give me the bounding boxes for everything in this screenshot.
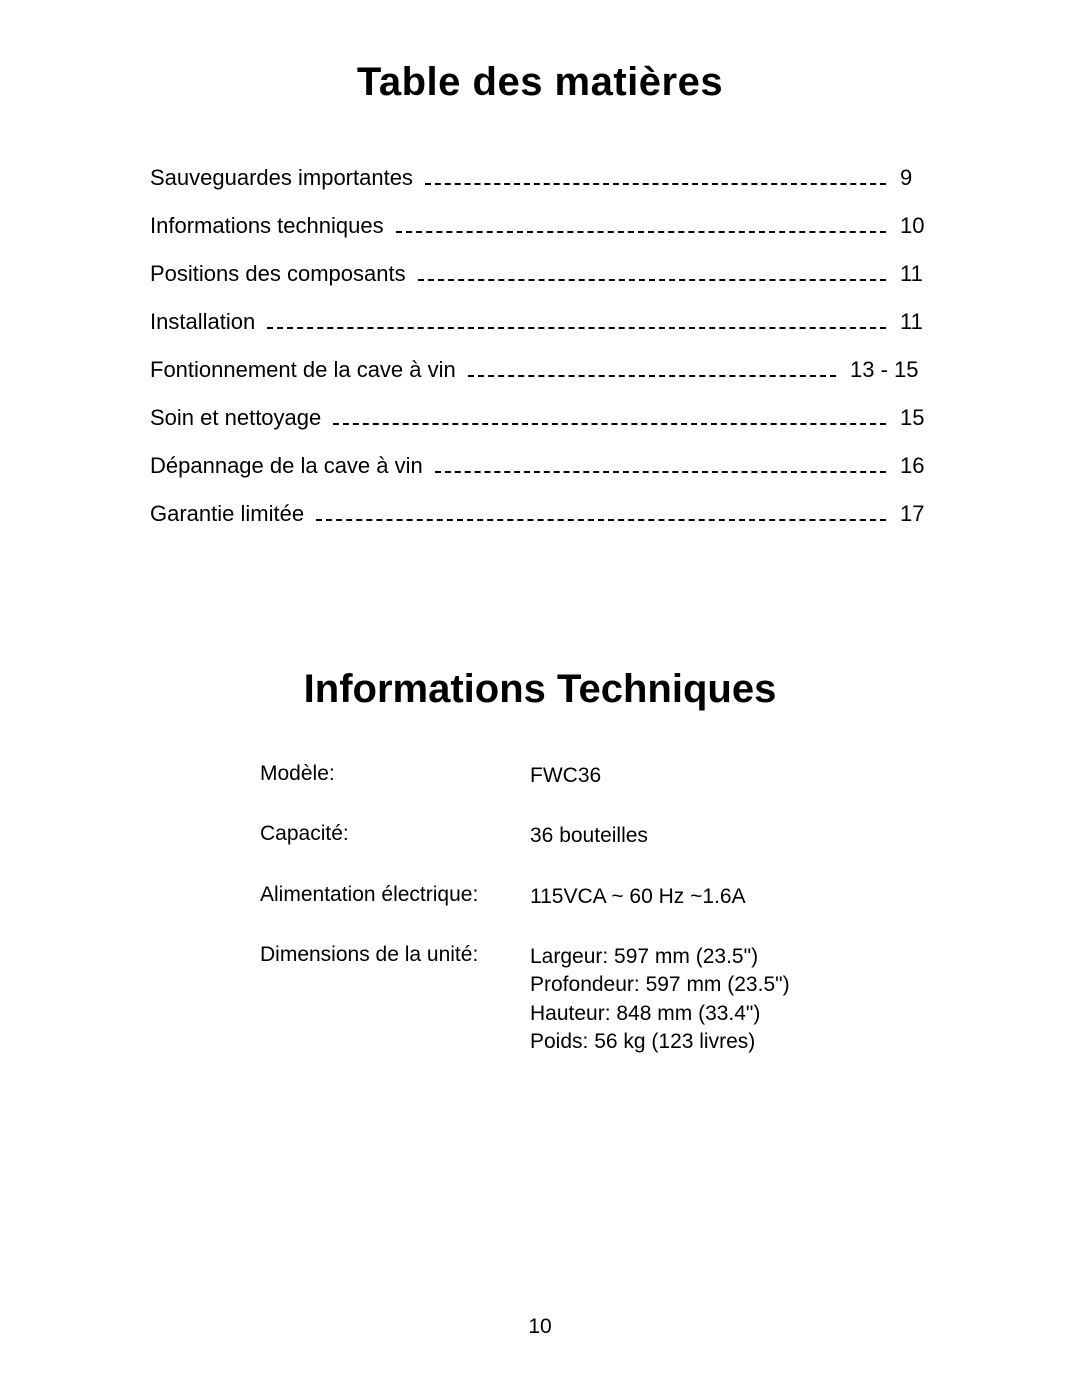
toc-entry: Garantie limitée 17 bbox=[150, 501, 930, 527]
spec-label: Alimentation électrique: bbox=[260, 883, 530, 911]
toc-leader bbox=[267, 327, 886, 329]
spec-row: Alimentation électrique: 115VCA ~ 60 Hz … bbox=[260, 883, 930, 911]
spec-value: 36 bouteilles bbox=[530, 822, 930, 850]
spec-row: Modèle: FWC36 bbox=[260, 762, 930, 790]
toc-entry-page: 9 bbox=[890, 165, 930, 191]
toc-entry-page: 17 bbox=[890, 501, 930, 527]
toc-leader bbox=[396, 231, 886, 233]
toc-entry: Fontionnement de la cave à vin 13 - 15 bbox=[150, 357, 930, 383]
toc-leader bbox=[468, 375, 836, 377]
toc-entry-page: 15 bbox=[890, 405, 930, 431]
toc-title: Table des matières bbox=[150, 60, 930, 105]
toc-entry-label: Fontionnement de la cave à vin bbox=[150, 357, 464, 383]
toc-entry-page: 11 bbox=[890, 261, 930, 287]
spec-label: Dimensions de la unité: bbox=[260, 943, 530, 1056]
toc-entry-label: Informations techniques bbox=[150, 213, 392, 239]
toc-entry-label: Soin et nettoyage bbox=[150, 405, 329, 431]
toc-entry-page: 16 bbox=[890, 453, 930, 479]
document-page: Table des matières Sauveguardes importan… bbox=[0, 0, 1080, 1397]
spec-value: Largeur: 597 mm (23.5")Profondeur: 597 m… bbox=[530, 943, 930, 1056]
toc-leader bbox=[418, 279, 886, 281]
spec-value: 115VCA ~ 60 Hz ~1.6A bbox=[530, 883, 930, 911]
spec-row: Dimensions de la unité: Largeur: 597 mm … bbox=[260, 943, 930, 1056]
toc-entry: Sauveguardes importantes 9 bbox=[150, 165, 930, 191]
toc-leader bbox=[435, 471, 886, 473]
toc-entry-label: Garantie limitée bbox=[150, 501, 312, 527]
spec-row: Capacité: 36 bouteilles bbox=[260, 822, 930, 850]
page-number: 10 bbox=[0, 1315, 1080, 1339]
specifications-table: Modèle: FWC36 Capacité: 36 bouteilles Al… bbox=[260, 762, 930, 1056]
toc-entry: Positions des composants 11 bbox=[150, 261, 930, 287]
toc-entry-page: 10 bbox=[890, 213, 930, 239]
spec-label: Modèle: bbox=[260, 762, 530, 790]
toc-entry-label: Positions des composants bbox=[150, 261, 414, 287]
toc-leader bbox=[333, 423, 886, 425]
toc-entry-page: 11 bbox=[890, 309, 930, 335]
toc-leader bbox=[425, 183, 886, 185]
toc-entry: Informations techniques 10 bbox=[150, 213, 930, 239]
tech-title: Informations Techniques bbox=[150, 667, 930, 712]
spec-label: Capacité: bbox=[260, 822, 530, 850]
table-of-contents: Sauveguardes importantes 9 Informations … bbox=[150, 165, 930, 527]
toc-entry: Dépannage de la cave à vin 16 bbox=[150, 453, 930, 479]
toc-entry-label: Installation bbox=[150, 309, 263, 335]
toc-entry: Soin et nettoyage 15 bbox=[150, 405, 930, 431]
toc-entry-label: Dépannage de la cave à vin bbox=[150, 453, 431, 479]
spec-value: FWC36 bbox=[530, 762, 930, 790]
toc-entry-label: Sauveguardes importantes bbox=[150, 165, 421, 191]
toc-entry: Installation 11 bbox=[150, 309, 930, 335]
toc-entry-page: 13 - 15 bbox=[840, 357, 930, 383]
toc-leader bbox=[316, 519, 886, 521]
